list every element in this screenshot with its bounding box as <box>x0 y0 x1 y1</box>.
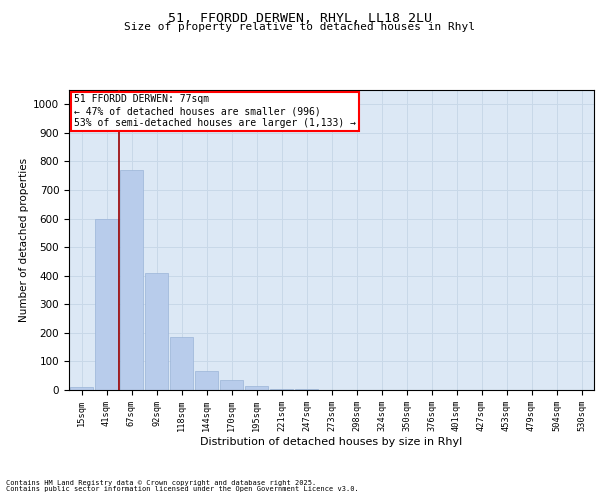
X-axis label: Distribution of detached houses by size in Rhyl: Distribution of detached houses by size … <box>200 437 463 447</box>
Bar <box>145 273 168 390</box>
Bar <box>270 388 293 390</box>
Bar <box>70 387 93 390</box>
Bar <box>220 380 243 390</box>
Text: 51, FFORDD DERWEN, RHYL, LL18 2LU: 51, FFORDD DERWEN, RHYL, LL18 2LU <box>168 12 432 26</box>
Y-axis label: Number of detached properties: Number of detached properties <box>19 158 29 322</box>
Bar <box>245 386 268 390</box>
Bar <box>120 170 143 390</box>
Text: 51 FFORDD DERWEN: 77sqm
← 47% of detached houses are smaller (996)
53% of semi-d: 51 FFORDD DERWEN: 77sqm ← 47% of detache… <box>74 94 356 128</box>
Text: Size of property relative to detached houses in Rhyl: Size of property relative to detached ho… <box>125 22 476 32</box>
Bar <box>195 372 218 390</box>
Bar <box>95 218 118 390</box>
Text: Contains HM Land Registry data © Crown copyright and database right 2025.
Contai: Contains HM Land Registry data © Crown c… <box>6 480 359 492</box>
Bar <box>295 388 318 390</box>
Bar <box>170 337 193 390</box>
